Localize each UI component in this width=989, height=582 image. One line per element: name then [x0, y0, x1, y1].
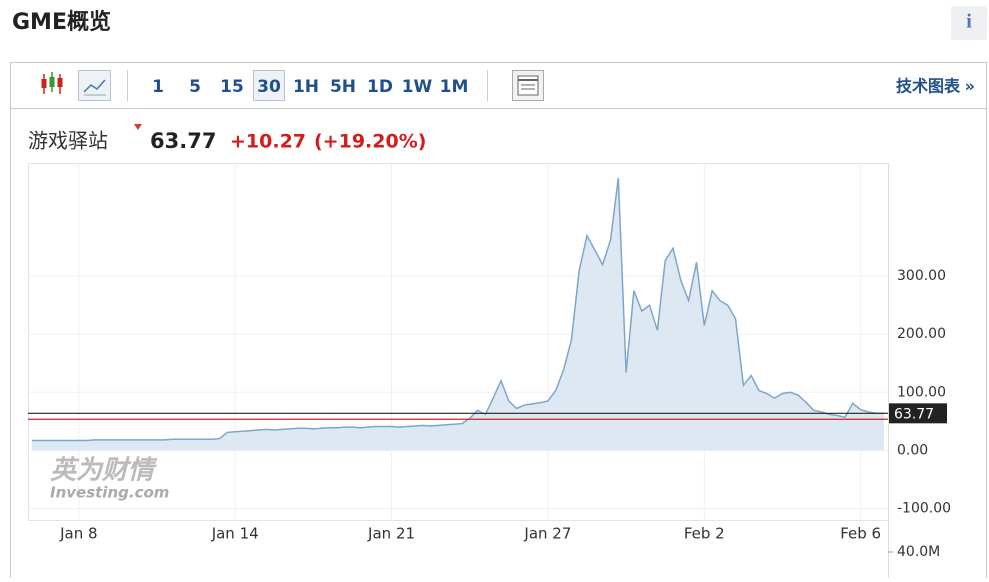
price-badge-label: 63.77 — [894, 406, 934, 422]
x-tick-label: Feb 6 — [840, 525, 881, 543]
x-tick-label: Jan 14 — [211, 525, 259, 543]
candle-icon[interactable] — [41, 72, 63, 94]
x-tick-label: Feb 2 — [684, 525, 725, 543]
tech-chart-arrow[interactable]: » — [965, 77, 975, 96]
watermark: 英为财情 — [50, 456, 158, 486]
icon-stroke — [49, 77, 55, 87]
interval-group: 1 5 15 30 1H 5H 1D 1W 1M — [152, 70, 469, 101]
quote-change-pct: (+19.20%) — [314, 131, 426, 153]
quote-change: +10.27 — [230, 131, 306, 153]
quote-price: 63.77 — [150, 129, 216, 153]
info-icon[interactable]: i — [966, 11, 972, 33]
info-button[interactable] — [951, 6, 987, 40]
interval-button[interactable]: 15 — [220, 77, 244, 97]
y-tick-label: 300.00 — [897, 268, 946, 284]
interval-button[interactable]: 5 — [189, 77, 201, 97]
y-tick-label: -100.00 — [897, 500, 951, 516]
icon-stroke — [57, 78, 63, 87]
widget-frame — [10, 62, 987, 582]
y-tick-label: 100.00 — [897, 384, 946, 400]
interval-button[interactable]: 30 — [257, 77, 281, 97]
tech-chart-link[interactable]: 技术图表 — [896, 77, 961, 96]
chart: 300.00 200.00 100.00 0.00 -100.00 Jan 8 Jan 14… — [28, 163, 951, 578]
line-icon-stroke — [83, 79, 106, 93]
y-tick-label: 0.00 — [897, 442, 928, 458]
interval-button[interactable]: 1H — [293, 77, 319, 97]
interval-button[interactable]: 1D — [367, 77, 393, 97]
watermark-sub: Investing.com — [50, 484, 169, 502]
interval-active — [253, 70, 285, 101]
x-tick-label: Jan 27 — [523, 525, 571, 543]
interval-button[interactable]: 1M — [440, 77, 469, 97]
interval-button[interactable]: 1W — [402, 77, 433, 97]
plot-area — [28, 163, 889, 521]
y-tick-label: 200.00 — [897, 326, 946, 342]
x-tick-label: Jan 8 — [59, 525, 97, 543]
icon-stroke — [41, 79, 47, 88]
volume-tick-label: 40.0M — [897, 544, 940, 560]
quote-name: 游戏驿站 — [28, 129, 108, 153]
price-line — [31, 178, 885, 442]
up-indicator — [134, 124, 142, 130]
interval-button[interactable]: 5H — [330, 77, 356, 97]
interval-button[interactable]: 1 — [152, 77, 164, 97]
x-tick-label: Jan 21 — [367, 525, 415, 543]
area-fill — [31, 178, 885, 451]
page-title: GME概览 — [12, 9, 111, 35]
price-badge — [889, 403, 947, 424]
line-icon[interactable] — [78, 70, 111, 101]
